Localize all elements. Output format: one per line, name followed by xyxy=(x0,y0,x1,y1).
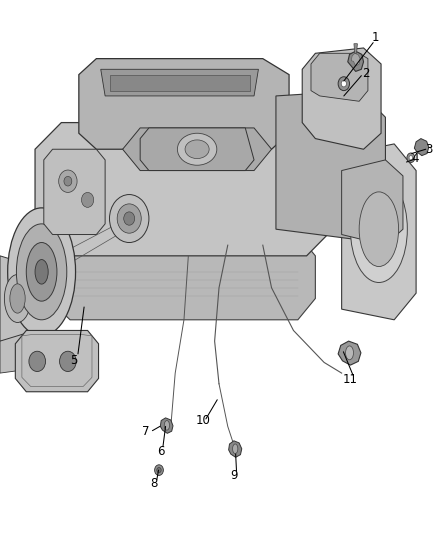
Ellipse shape xyxy=(77,187,99,213)
Polygon shape xyxy=(44,149,105,235)
Polygon shape xyxy=(0,256,53,341)
Text: 5: 5 xyxy=(70,354,77,367)
Ellipse shape xyxy=(4,274,31,322)
Ellipse shape xyxy=(407,153,415,163)
Ellipse shape xyxy=(185,140,209,159)
Polygon shape xyxy=(48,235,315,320)
Ellipse shape xyxy=(26,243,57,301)
Text: 4: 4 xyxy=(411,152,419,165)
Text: 9: 9 xyxy=(230,469,238,482)
Ellipse shape xyxy=(124,212,134,225)
Ellipse shape xyxy=(233,444,238,454)
Ellipse shape xyxy=(341,80,346,87)
Ellipse shape xyxy=(110,195,149,243)
Ellipse shape xyxy=(117,204,141,233)
Polygon shape xyxy=(342,144,416,320)
Ellipse shape xyxy=(359,192,399,266)
Ellipse shape xyxy=(60,351,76,372)
Ellipse shape xyxy=(350,176,407,282)
Text: 7: 7 xyxy=(142,425,150,438)
Text: 1: 1 xyxy=(371,31,379,44)
Polygon shape xyxy=(276,91,385,240)
Ellipse shape xyxy=(338,77,350,91)
Polygon shape xyxy=(342,160,403,245)
Polygon shape xyxy=(123,128,272,171)
Polygon shape xyxy=(229,441,242,457)
Ellipse shape xyxy=(16,224,67,320)
Polygon shape xyxy=(79,59,289,149)
Text: 6: 6 xyxy=(157,446,165,458)
Ellipse shape xyxy=(155,465,163,475)
Polygon shape xyxy=(351,53,360,66)
Polygon shape xyxy=(0,330,48,373)
Polygon shape xyxy=(302,48,381,149)
Ellipse shape xyxy=(7,208,76,336)
Polygon shape xyxy=(15,330,99,392)
Polygon shape xyxy=(160,418,173,433)
Polygon shape xyxy=(414,139,429,156)
Ellipse shape xyxy=(35,260,48,284)
Text: 8: 8 xyxy=(151,478,158,490)
Ellipse shape xyxy=(81,192,94,207)
Ellipse shape xyxy=(409,156,413,160)
Ellipse shape xyxy=(29,351,46,372)
Polygon shape xyxy=(311,53,368,101)
Ellipse shape xyxy=(157,467,161,473)
Text: 10: 10 xyxy=(196,414,211,426)
Ellipse shape xyxy=(52,162,84,200)
Text: 11: 11 xyxy=(343,373,358,386)
Ellipse shape xyxy=(64,176,72,186)
Ellipse shape xyxy=(346,346,353,360)
Ellipse shape xyxy=(59,170,77,192)
Text: 2: 2 xyxy=(362,67,370,80)
Ellipse shape xyxy=(164,421,170,430)
Polygon shape xyxy=(35,123,333,256)
Polygon shape xyxy=(101,69,258,96)
Ellipse shape xyxy=(177,133,217,165)
Text: 3: 3 xyxy=(426,143,433,156)
Polygon shape xyxy=(348,51,364,71)
Polygon shape xyxy=(338,341,361,365)
Polygon shape xyxy=(110,75,250,91)
Ellipse shape xyxy=(10,284,25,313)
Polygon shape xyxy=(354,44,357,53)
Polygon shape xyxy=(140,128,254,171)
